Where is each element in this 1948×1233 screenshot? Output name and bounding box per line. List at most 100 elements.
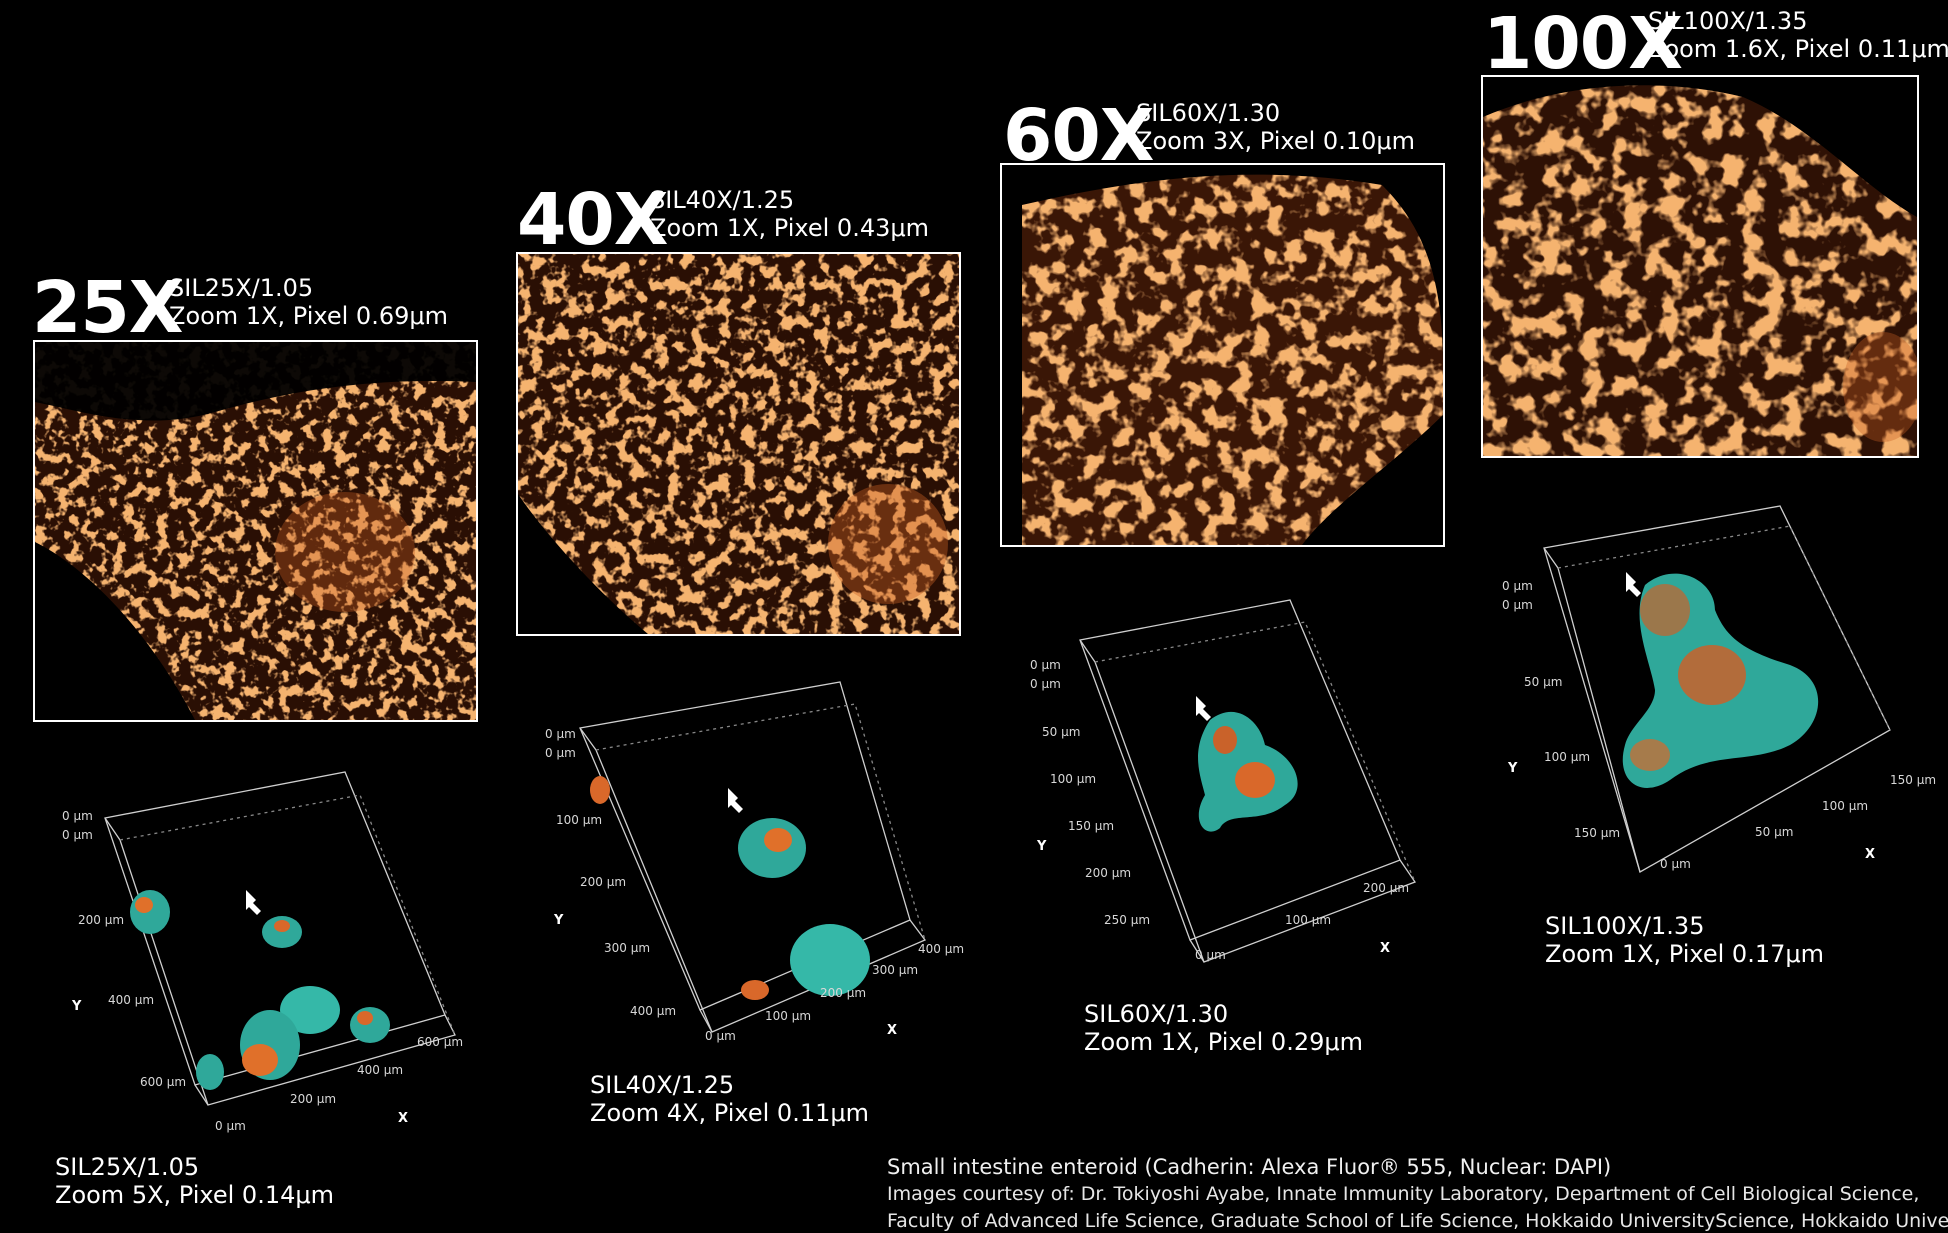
svg-text:400 μm: 400 μm [108, 993, 154, 1007]
volume-objective-label: SIL60X/1.30 [1084, 1000, 1229, 1028]
svg-text:Y: Y [1507, 761, 1518, 776]
svg-text:100 μm: 100 μm [765, 1009, 811, 1023]
volume-caption-25x: SIL25X/1.05 Zoom 5X, Pixel 0.14μm [55, 1153, 334, 1209]
volume-zoom-pixel-label: Zoom 4X, Pixel 0.11μm [590, 1099, 870, 1127]
magnification-40x: 40X [517, 178, 669, 261]
courtesy-line: Images courtesy of: Dr. Tokiyoshi Ayabe,… [887, 1183, 1920, 1205]
enteroid-organoids [1622, 573, 1819, 788]
svg-text:250 μm: 250 μm [1104, 913, 1150, 927]
zoom-pixel-label: Zoom 1X, Pixel 0.43μm [650, 214, 930, 242]
svg-text:400 μm: 400 μm [918, 942, 964, 956]
spec-40x: SIL40X/1.25 Zoom 1X, Pixel 0.43μm [650, 186, 929, 242]
svg-text:0 μm: 0 μm [1030, 677, 1061, 691]
bounding-box [1079, 599, 1417, 963]
bounding-box [104, 771, 456, 1106]
svg-text:100 μm: 100 μm [556, 813, 602, 827]
svg-text:100 μm: 100 μm [1285, 913, 1331, 927]
volume-objective-label: SIL40X/1.25 [590, 1071, 735, 1099]
confocal-image-40x [516, 252, 961, 636]
objective-label: SIL25X/1.05 [169, 274, 314, 302]
svg-text:X: X [887, 1023, 897, 1038]
axis-labels: 0 μm 0 μm 200 μm 400 μm 600 μm Y 0 μm 20… [62, 809, 463, 1133]
volume-zoom-pixel-label: Zoom 5X, Pixel 0.14μm [55, 1181, 335, 1209]
volume-objective-label: SIL100X/1.35 [1545, 912, 1705, 940]
volume-render-60x: 0 μm 0 μm 50 μm 100 μm 150 μm 200 μm 250… [1020, 590, 1440, 970]
sample-description: Small intestine enteroid (Cadherin: Alex… [887, 1155, 1612, 1179]
confocal-image-100x [1481, 75, 1919, 458]
volume-caption-60x: SIL60X/1.30 Zoom 1X, Pixel 0.29μm [1084, 1000, 1363, 1056]
zoom-pixel-label: Zoom 3X, Pixel 0.10μm [1136, 127, 1416, 155]
axis-labels: 0 μm 0 μm 50 μm 100 μm 150 μm Y 0 μm 50 … [1502, 579, 1936, 871]
zoom-pixel-label: Zoom 1.6X, Pixel 0.11μm [1648, 35, 1948, 63]
volume-zoom-pixel-label: Zoom 1X, Pixel 0.17μm [1545, 940, 1825, 968]
svg-text:X: X [398, 1111, 408, 1126]
axis-labels: 0 μm 0 μm 100 μm 200 μm 300 μm 400 μm Y … [545, 727, 964, 1043]
svg-text:200 μm: 200 μm [1085, 866, 1131, 880]
svg-text:0 μm: 0 μm [545, 727, 576, 741]
svg-text:0 μm: 0 μm [62, 809, 93, 823]
svg-text:300 μm: 300 μm [872, 963, 918, 977]
svg-text:0 μm: 0 μm [62, 828, 93, 842]
svg-text:50 μm: 50 μm [1524, 675, 1562, 689]
svg-text:0 μm: 0 μm [545, 746, 576, 760]
volume-render-40x: 0 μm 0 μm 100 μm 200 μm 300 μm 400 μm Y … [540, 670, 980, 1050]
svg-text:X: X [1380, 941, 1390, 956]
svg-text:150 μm: 150 μm [1574, 826, 1620, 840]
magnification-100x: 100X [1483, 2, 1683, 85]
svg-text:200 μm: 200 μm [1363, 881, 1409, 895]
svg-text:Y: Y [553, 913, 564, 928]
magnification-25x: 25X [32, 266, 184, 349]
svg-text:200 μm: 200 μm [290, 1092, 336, 1106]
svg-text:200 μm: 200 μm [820, 986, 866, 1000]
svg-text:150 μm: 150 μm [1068, 819, 1114, 833]
svg-text:300 μm: 300 μm [604, 941, 650, 955]
enteroid-organoids [1198, 711, 1298, 832]
svg-text:50 μm: 50 μm [1755, 825, 1793, 839]
spec-25x: SIL25X/1.05 Zoom 1X, Pixel 0.69μm [169, 274, 448, 330]
arrow-marker-icon [1196, 696, 1211, 721]
arrow-marker-icon [246, 890, 261, 915]
svg-text:0 μm: 0 μm [705, 1029, 736, 1043]
svg-text:Y: Y [1036, 839, 1047, 854]
volume-caption-100x: SIL100X/1.35 Zoom 1X, Pixel 0.17μm [1545, 912, 1824, 968]
confocal-image-60x [1000, 163, 1445, 547]
confocal-image-25x [33, 340, 478, 722]
zoom-pixel-label: Zoom 1X, Pixel 0.69μm [169, 302, 449, 330]
axis-labels: 0 μm 0 μm 50 μm 100 μm 150 μm 200 μm 250… [1030, 658, 1409, 962]
enteroid-organoids [590, 776, 870, 1000]
svg-text:0 μm: 0 μm [1660, 857, 1691, 871]
spec-100x: SIL100X/1.35 Zoom 1.6X, Pixel 0.11μm [1648, 7, 1948, 63]
svg-text:X: X [1865, 847, 1875, 862]
objective-label: SIL60X/1.30 [1136, 99, 1281, 127]
volume-render-100x: 0 μm 0 μm 50 μm 100 μm 150 μm Y 0 μm 50 … [1490, 500, 1940, 880]
image-credits: Small intestine enteroid (Cadherin: Alex… [887, 1154, 1948, 1233]
magnification-60x: 60X [1003, 94, 1155, 177]
svg-text:Y: Y [71, 999, 82, 1014]
volume-render-25x: 0 μm 0 μm 200 μm 400 μm 600 μm Y 0 μm 20… [60, 760, 490, 1140]
svg-text:0 μm: 0 μm [1502, 598, 1533, 612]
objective-label: SIL100X/1.35 [1648, 7, 1808, 35]
enteroid-organoids [130, 890, 390, 1090]
volume-zoom-pixel-label: Zoom 1X, Pixel 0.29μm [1084, 1028, 1364, 1056]
svg-text:50 μm: 50 μm [1042, 725, 1080, 739]
spec-60x: SIL60X/1.30 Zoom 3X, Pixel 0.10μm [1136, 99, 1415, 155]
bounding-box [1543, 505, 1891, 873]
svg-text:0 μm: 0 μm [215, 1119, 246, 1133]
svg-text:400 μm: 400 μm [357, 1063, 403, 1077]
svg-text:100 μm: 100 μm [1544, 750, 1590, 764]
arrow-marker-icon [728, 788, 743, 813]
svg-text:200 μm: 200 μm [580, 875, 626, 889]
svg-text:0 μm: 0 μm [1502, 579, 1533, 593]
affiliation-line: Faculty of Advanced Life Science, Gradua… [887, 1210, 1948, 1232]
svg-text:100 μm: 100 μm [1822, 799, 1868, 813]
arrow-marker-icon [1626, 572, 1641, 597]
volume-objective-label: SIL25X/1.05 [55, 1153, 200, 1181]
svg-text:600 μm: 600 μm [140, 1075, 186, 1089]
objective-label: SIL40X/1.25 [650, 186, 795, 214]
svg-text:400 μm: 400 μm [630, 1004, 676, 1018]
svg-text:200 μm: 200 μm [78, 913, 124, 927]
svg-text:600 μm: 600 μm [417, 1035, 463, 1049]
svg-text:100 μm: 100 μm [1050, 772, 1096, 786]
svg-text:0 μm: 0 μm [1195, 948, 1226, 962]
